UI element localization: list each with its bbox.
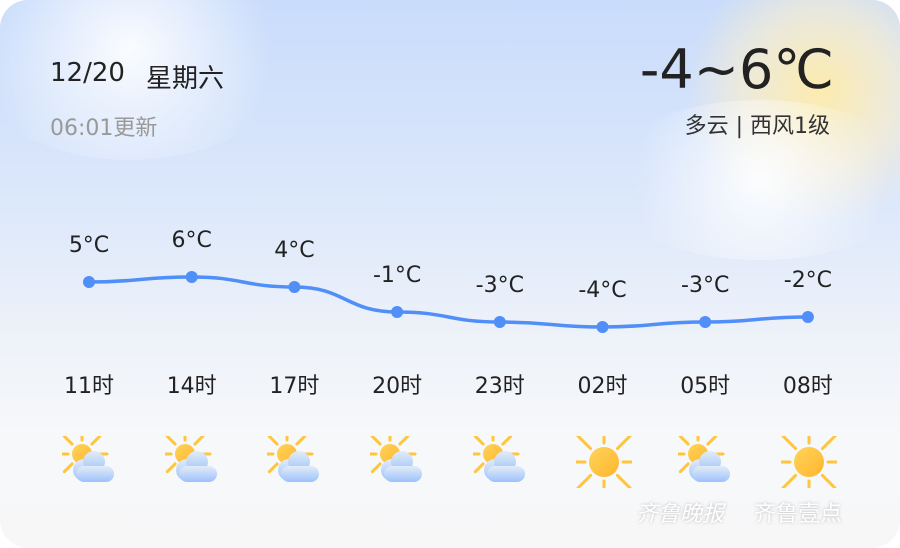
temperature-label: -3°C [476, 273, 524, 298]
partly-cloudy-icon [671, 427, 734, 488]
background-cloud [600, 100, 900, 260]
hour-label: 11时 [64, 374, 114, 399]
temperature-label: 4°C [274, 238, 314, 263]
data-point [185, 271, 198, 283]
data-point [699, 316, 712, 328]
data-point [596, 321, 609, 333]
temperature-label: -3°C [681, 273, 729, 298]
temperature-label: -4°C [578, 278, 626, 303]
data-point [83, 276, 95, 288]
update-time: 06:01更新 [50, 116, 158, 141]
watermark-qilu-yidian: 齐鲁壹点 [754, 502, 843, 527]
hour-label: 08时 [782, 374, 833, 399]
temperature-line [88, 275, 808, 329]
data-point [391, 306, 404, 318]
temperature-label: -2°C [784, 268, 832, 293]
data-point [493, 316, 506, 328]
hour-label: 14时 [166, 374, 217, 399]
temperature-label: 6°C [172, 228, 212, 253]
partly-cloudy-icon [158, 427, 221, 488]
temperature-label: -1°C [373, 263, 421, 288]
date: 12/20 [50, 58, 125, 88]
sunny-icon [770, 423, 848, 501]
partly-cloudy-icon [363, 427, 426, 488]
temperature-range: -4~6℃ [639, 38, 834, 101]
weekday: 星期六 [146, 64, 225, 94]
partly-cloudy-icon [55, 427, 118, 488]
hour-label: 17时 [269, 374, 320, 399]
data-point [288, 281, 301, 293]
temperature-label: 5°C [69, 233, 109, 258]
data-point [801, 311, 814, 323]
hour-label: 23时 [474, 374, 525, 399]
partly-cloudy-icon [260, 427, 323, 488]
hour-label: 20时 [372, 374, 423, 399]
weather-condition: 多云 | 西风1级 [684, 114, 830, 139]
partly-cloudy-icon [466, 427, 529, 488]
sunny-icon [565, 423, 642, 501]
hour-label: 02时 [577, 374, 628, 399]
watermark-qilu-evening-news: 齐鲁晚报 [636, 502, 725, 527]
hour-label: 05时 [680, 374, 731, 399]
